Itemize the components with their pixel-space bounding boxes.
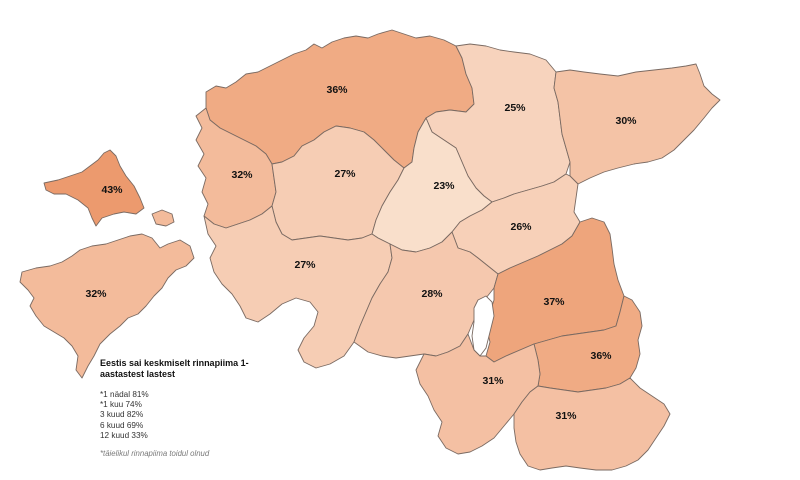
label-raplamaa: 27% xyxy=(334,168,356,180)
legend-item: 12 kuud 33% xyxy=(100,430,148,440)
legend-item: 6 kuud 69% xyxy=(100,420,144,430)
legend-item: *1 nädal 81% xyxy=(100,390,149,399)
label-polvamaa: 36% xyxy=(590,350,612,362)
label-valgamaa: 31% xyxy=(482,375,504,387)
region-vormsi xyxy=(151,209,175,227)
label-jogevamaa: 26% xyxy=(510,221,532,233)
region-hiiumaa xyxy=(43,149,145,227)
region-saaremaa xyxy=(19,233,195,379)
label-hiiumaa: 43% xyxy=(101,184,123,196)
region-vorumaa xyxy=(513,377,671,471)
label-viljandimaa: 28% xyxy=(421,288,443,300)
label-harjumaa: 36% xyxy=(326,84,348,96)
legend: Eestis sai keskmiselt rinnapiima 1-aasta… xyxy=(100,358,290,458)
legend-list: *1 nädal 81% *1 kuu 74% 3 kuud 82% 6 kuu… xyxy=(100,390,290,441)
legend-title: Eestis sai keskmiselt rinnapiima 1-aasta… xyxy=(100,358,249,379)
label-saaremaa: 32% xyxy=(85,288,107,300)
legend-item: *1 kuu 74% xyxy=(100,400,142,410)
label-jarvamaa: 23% xyxy=(433,180,455,192)
label-vorumaa: 31% xyxy=(555,410,577,422)
label-laane-virumaa: 25% xyxy=(504,102,526,114)
legend-note: *täielikul rinnapiima toidul olnud xyxy=(100,449,210,459)
lake-vortsjarv xyxy=(471,295,495,357)
label-ida-virumaa: 30% xyxy=(615,115,637,127)
legend-item: 3 kuud 82% xyxy=(100,410,144,420)
label-parnumaa: 27% xyxy=(294,259,316,271)
label-tartumaa: 37% xyxy=(543,296,565,308)
label-laanemaa: 32% xyxy=(231,169,253,181)
region-ida-virumaa xyxy=(553,63,721,185)
